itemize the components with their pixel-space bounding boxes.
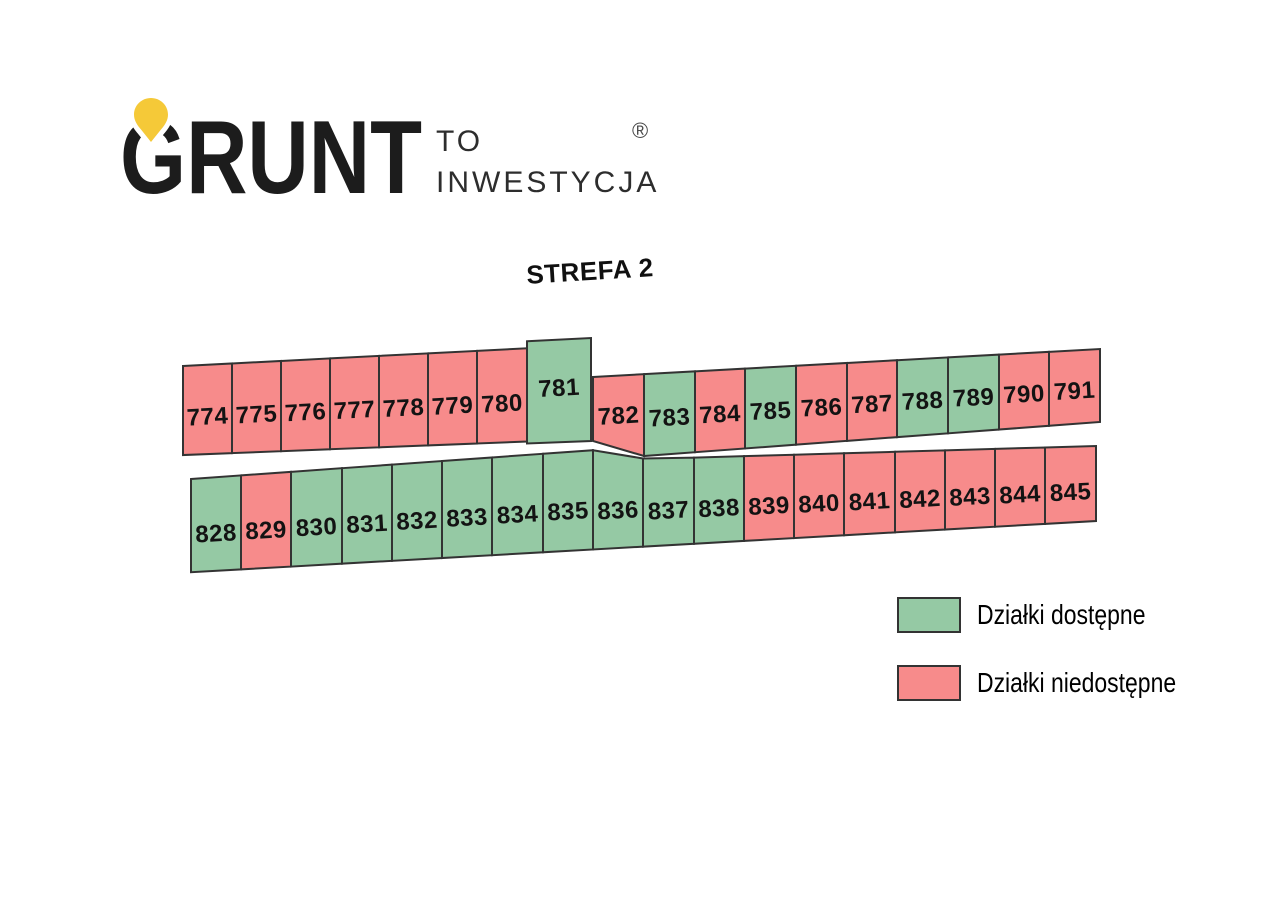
logo-tagline-line1: TO [436,125,483,158]
plot-831[interactable] [341,463,393,565]
plot-791[interactable] [1048,347,1101,427]
plot-777[interactable] [329,354,380,451]
plot-840[interactable] [793,452,845,540]
plot-843[interactable] [944,447,996,531]
plot-781[interactable] [526,336,592,445]
legend-label-unavailable: Działki niedostępne [977,667,1177,698]
plot-837[interactable] [642,456,695,548]
plot-780[interactable] [476,347,528,445]
plot-839[interactable] [743,453,795,542]
legend-swatch-unavailable [897,665,961,701]
plot-782[interactable] [592,373,645,458]
plot-835[interactable] [542,449,594,554]
legend-item-available: Działki dostępne [897,597,1220,633]
plot-784[interactable] [694,367,746,454]
plot-838[interactable] [693,455,745,545]
plot-775[interactable] [231,359,282,455]
plot-776[interactable] [280,357,331,453]
map-pin-icon [134,98,168,142]
plot-779[interactable] [427,349,478,447]
registered-trademark-icon: ® [632,118,648,143]
plot-778[interactable] [378,352,429,449]
plot-841[interactable] [843,450,896,537]
plot-783[interactable] [643,370,696,458]
plot-788[interactable] [896,356,949,439]
plot-row_782_791: 782 783 784 785 786 787 788 789 790 791 [592,347,1101,458]
plot-785[interactable] [744,364,797,450]
legend-label-available: Działki dostępne [977,599,1146,630]
plot-833[interactable] [441,456,493,560]
plot-834[interactable] [491,452,544,557]
plot-787[interactable] [846,359,898,442]
plot-774[interactable] [182,362,233,457]
logo-tagline-line2: INWESTYCJA [436,166,659,199]
plot-836[interactable] [592,449,644,551]
plot-842[interactable] [894,449,946,534]
plot-845[interactable] [1044,444,1097,525]
plot-786[interactable] [795,361,848,446]
plot-790[interactable] [998,350,1050,431]
plot-844[interactable] [994,446,1046,528]
plot-829[interactable] [240,470,292,571]
plot-830[interactable] [290,467,343,568]
plot-832[interactable] [391,459,443,562]
legend: Działki dostępne Działki niedostępne [897,597,1220,733]
legend-swatch-available [897,597,961,633]
plot-828[interactable] [190,474,242,574]
brand-logo: GRUNT TO INWESTYCJA ® [118,96,678,208]
brand-logo-graphic: GRUNT TO INWESTYCJA ® [120,96,659,208]
plot-row_828_845: 828 829 830 831 832 833 834 835 836 837 838 839 840 8… [190,444,1097,574]
legend-item-unavailable: Działki niedostępne [897,665,1220,701]
plot-789[interactable] [947,353,1000,435]
